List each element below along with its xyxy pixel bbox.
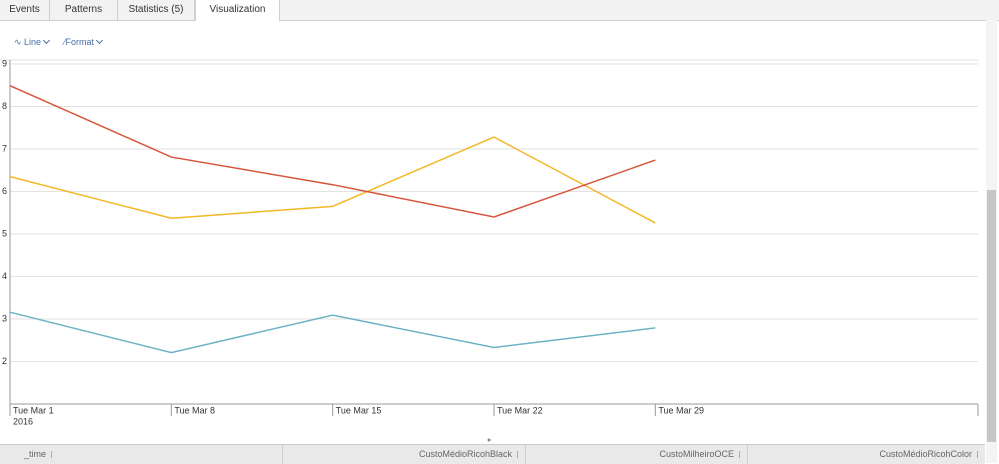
series-line bbox=[9, 84, 656, 218]
format-menu[interactable]: ⁄Format bbox=[64, 36, 104, 47]
y-tick-label: 6 bbox=[2, 186, 7, 196]
series-line bbox=[9, 136, 656, 224]
y-tick-label: 8 bbox=[2, 101, 7, 111]
line-menu[interactable]: ∿ Line bbox=[14, 36, 51, 48]
y-tick-label: 4 bbox=[2, 271, 7, 281]
tab[interactable]: Patterns bbox=[50, 0, 118, 20]
column-header[interactable]: _time bbox=[0, 445, 283, 464]
scroll-thumb[interactable] bbox=[987, 190, 996, 442]
column-name: _time bbox=[24, 449, 47, 459]
y-tick-label: 5 bbox=[2, 228, 7, 238]
column-header[interactable]: CustoMilheiroOCE bbox=[526, 445, 748, 464]
x-tick-label: Tue Mar 1 bbox=[13, 405, 54, 415]
tab[interactable]: Events bbox=[0, 0, 50, 20]
x-year-label: 2016 bbox=[13, 416, 33, 426]
x-tick-label: Tue Mar 29 bbox=[658, 405, 704, 415]
line-label: Line bbox=[24, 37, 42, 47]
y-tick-label: 3 bbox=[2, 313, 7, 323]
tab[interactable]: Statistics (5) bbox=[118, 0, 195, 20]
column-header[interactable]: CustoMédioRicohBlack bbox=[283, 445, 526, 464]
resize-handle bbox=[487, 438, 491, 442]
x-tick-label: Tue Mar 15 bbox=[336, 405, 382, 415]
table-header: _time CustoMédioRicohBlack CustoMilheiro… bbox=[0, 444, 985, 464]
tab-bar: Events Patterns Statistics (5) Visualiza… bbox=[0, 0, 999, 21]
column-name: CustoMédioRicohColor bbox=[879, 449, 972, 459]
column-header[interactable]: CustoMédioRicohColor bbox=[748, 445, 985, 464]
column-name: CustoMédioRicohBlack bbox=[418, 449, 512, 459]
y-tick-label: 2 bbox=[2, 356, 7, 366]
chart: 2 3 4 5 6 7 8 9 Tue Mar 1 Tue Mar 8 Tue Mar 15 Tue … bbox=[0, 58, 979, 442]
x-tick-label: Tue Mar 8 bbox=[174, 405, 215, 415]
series-line bbox=[9, 311, 656, 354]
tab-active[interactable]: Visualization bbox=[195, 0, 280, 21]
y-tick-label: 7 bbox=[2, 143, 7, 153]
format-label: Format bbox=[65, 37, 95, 47]
column-name: CustoMilheiroOCE bbox=[659, 449, 734, 459]
x-tick-label: Tue Mar 22 bbox=[497, 405, 543, 415]
y-tick-label: 9 bbox=[2, 58, 7, 68]
